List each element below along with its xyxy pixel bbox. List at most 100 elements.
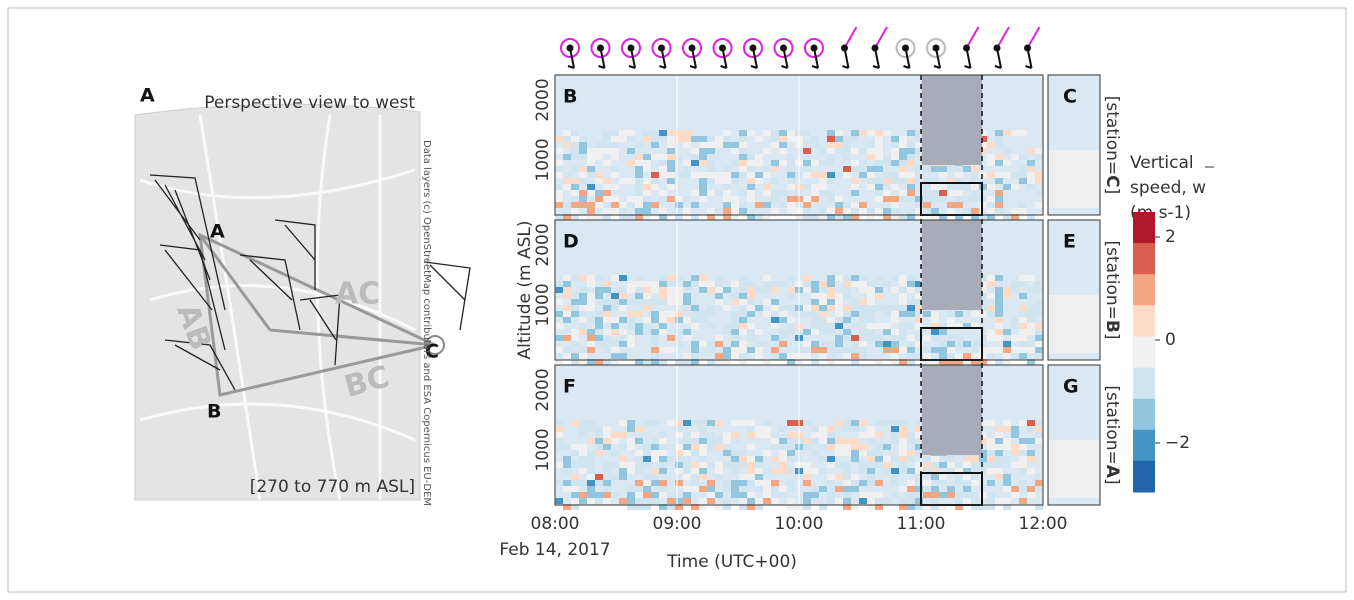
heat-cell [1027, 166, 1035, 172]
heat-cell [811, 160, 819, 166]
credit: Data layers (c) OpenStreetMap contributo… [421, 140, 432, 506]
heat-cell [571, 305, 579, 311]
calm-circle [651, 38, 672, 58]
heat-cell [819, 486, 827, 492]
heat-cell [867, 432, 875, 438]
heat-cell [627, 323, 635, 329]
heat-cell [787, 293, 795, 299]
heat-cell [907, 214, 915, 220]
heat-cell [755, 462, 763, 468]
heat-cell [907, 341, 915, 347]
heat-cell [739, 148, 747, 154]
heat-cell [1011, 172, 1019, 178]
heat-cell [571, 311, 579, 317]
heat-cell [899, 214, 907, 220]
heat-cell [995, 462, 1003, 468]
barb-tick [994, 65, 1002, 69]
heat-cell [907, 190, 915, 196]
heat-cell [835, 347, 843, 353]
heat-cell [611, 347, 619, 353]
heat-cell [739, 299, 747, 305]
colorbar-title: speed, w [1130, 178, 1206, 198]
heat-cell [899, 142, 907, 148]
heat-cell [947, 184, 955, 190]
heat-cell [987, 504, 995, 510]
heat-cell [827, 130, 835, 136]
heat-cell [627, 492, 635, 498]
heat-cell [1027, 275, 1035, 281]
calm-circle [682, 38, 702, 58]
heat-cell [691, 311, 699, 317]
heat-cell [979, 214, 987, 220]
heat-cell [723, 184, 731, 190]
heat-cell [891, 287, 899, 293]
heat-cell [683, 450, 691, 456]
heat-cell [803, 353, 811, 359]
heat-cell [779, 462, 787, 468]
heat-cell [1027, 486, 1035, 492]
heat-cell [747, 196, 755, 202]
heat-cell [931, 329, 939, 335]
heat-cell [691, 347, 699, 353]
heat-cell [571, 184, 579, 190]
heat-cell [931, 208, 939, 214]
heat-cell [555, 202, 563, 208]
heat-cell [923, 480, 931, 486]
heat-cell [843, 480, 851, 486]
heat-cell [1019, 311, 1027, 317]
heat-cell [571, 154, 579, 160]
heat-cell [603, 492, 611, 498]
heat-cell [923, 335, 931, 341]
heat-cell [955, 341, 963, 347]
heat-cell [651, 353, 659, 359]
heat-cell [571, 480, 579, 486]
heat-cell [595, 450, 603, 456]
heat-cell [955, 196, 963, 202]
heat-cell [611, 438, 619, 444]
heat-cell [803, 504, 811, 510]
heat-cell [827, 287, 835, 293]
heat-cell [763, 299, 771, 305]
heat-cell [691, 317, 699, 323]
colorbar-swatch [1133, 336, 1155, 369]
heat-cell [731, 196, 739, 202]
heat-cell [675, 329, 683, 335]
heat-cell [931, 317, 939, 323]
heat-cell [699, 190, 707, 196]
heat-cell [563, 444, 571, 450]
heat-cell [1035, 202, 1043, 208]
heat-cell [923, 202, 931, 208]
heat-cell [563, 142, 571, 148]
heat-cell [579, 311, 587, 317]
heat-cell [659, 359, 667, 365]
heat-cell [963, 166, 971, 172]
heat-cell [643, 450, 651, 456]
heat-cell [891, 335, 899, 341]
heat-cell [843, 136, 851, 142]
heat-cell [587, 468, 595, 474]
wind-line [965, 26, 980, 49]
heat-cell [603, 474, 611, 480]
heat-cell [723, 450, 731, 456]
heat-cell [739, 480, 747, 486]
heat-cell [931, 335, 939, 341]
heat-cell [891, 420, 899, 426]
heat-cell [771, 281, 779, 287]
heat-cell [899, 305, 907, 311]
heat-cell [947, 492, 955, 498]
heat-cell [739, 287, 747, 293]
heat-cell [867, 426, 875, 432]
heat-cell [779, 136, 787, 142]
heat-cell [611, 432, 619, 438]
heat-cell [795, 214, 803, 220]
heat-cell [843, 281, 851, 287]
heat-cell [699, 317, 707, 323]
heat-cell [875, 359, 883, 365]
heat-cell [611, 208, 619, 214]
heat-cell [979, 305, 987, 311]
heat-cell [963, 480, 971, 486]
heat-cell [827, 438, 835, 444]
heat-cell [811, 299, 819, 305]
heat-cell [1003, 456, 1011, 462]
heat-cell [899, 438, 907, 444]
